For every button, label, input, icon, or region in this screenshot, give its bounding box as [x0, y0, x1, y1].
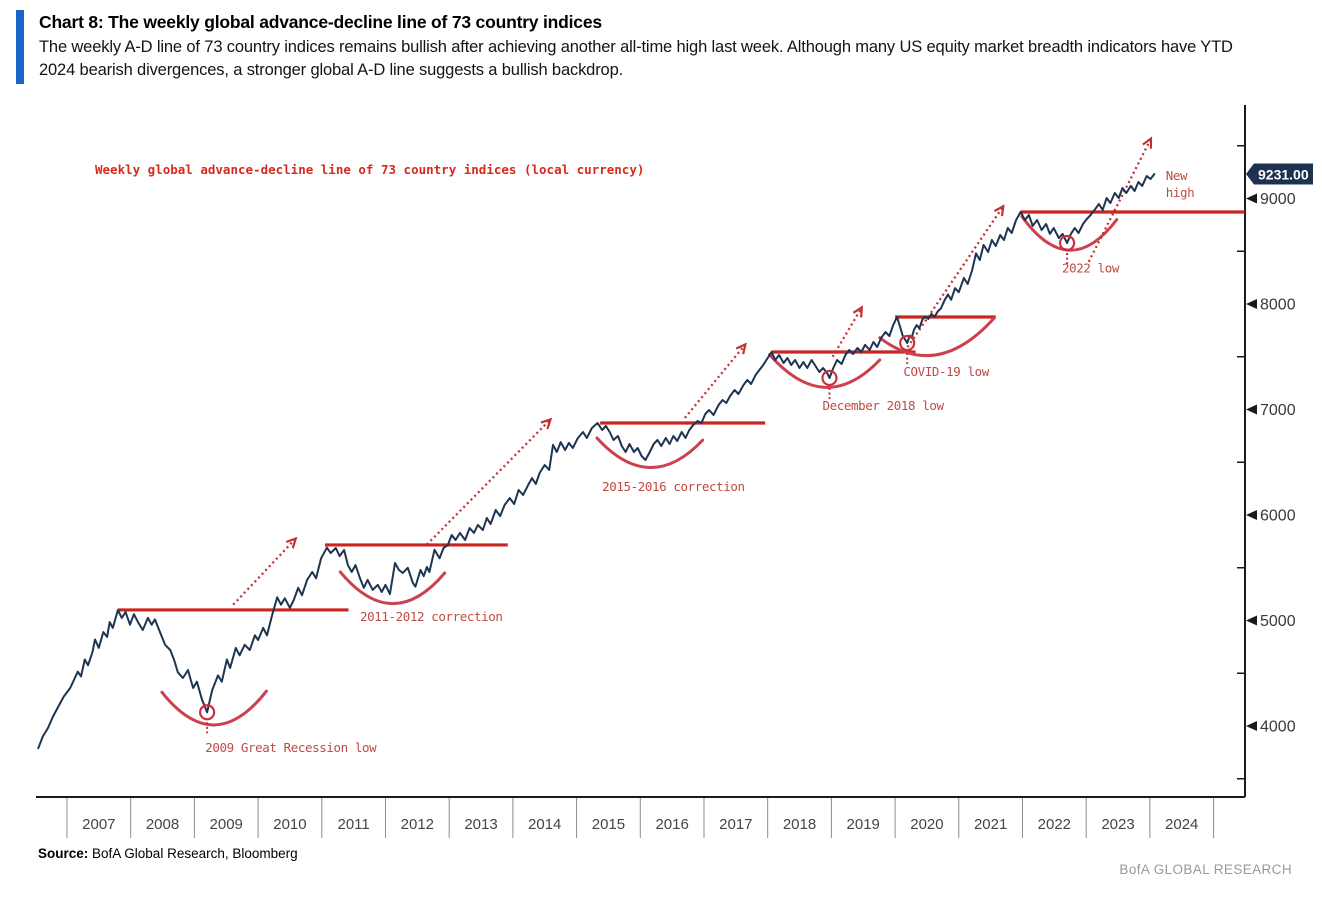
annotation-label: 2009 Great Recession low: [205, 740, 377, 755]
header: Chart 8: The weekly global advance-decli…: [16, 10, 1233, 84]
annotation-label: 2011-2012 correction: [360, 609, 503, 624]
annotation-label: 2022 low: [1062, 260, 1120, 275]
subtitle-line-2: 2024 bearish divergences, a stronger glo…: [39, 60, 624, 79]
axis-frame: [36, 105, 1246, 798]
price-tag: 9231.00: [1246, 163, 1313, 185]
trend-arrow: [232, 539, 295, 606]
trend-arrow: [903, 207, 1003, 353]
x-tick-label: 2008: [146, 816, 179, 833]
y-tick-label: 6000: [1260, 508, 1296, 525]
source-text: BofA Global Research, Bloomberg: [88, 846, 298, 861]
x-tick-label: 2013: [464, 816, 497, 833]
page-title: Chart 8: The weekly global advance-decli…: [39, 12, 602, 32]
y-major-tick: [1246, 510, 1257, 520]
annotation-label: December 2018 low: [822, 398, 944, 413]
x-tick-label: 2022: [1038, 816, 1071, 833]
trend-arrow: [426, 420, 550, 546]
correction-arc: [878, 316, 996, 358]
y-tick-label: 4000: [1260, 719, 1296, 736]
y-major-tick: [1246, 299, 1257, 309]
correction-arc: [160, 689, 268, 727]
price-tag-text: 9231.00: [1258, 167, 1309, 183]
trend-arrow: [831, 308, 862, 358]
x-tick-label: 2014: [528, 816, 561, 833]
annotation-label: 2015-2016 correction: [602, 479, 745, 494]
brand-text: BofA GLOBAL RESEARCH: [1119, 862, 1292, 877]
price-tag-shape: [1246, 163, 1313, 185]
x-tick-label: 2010: [273, 816, 306, 833]
series-label: Weekly global advance-decline line of 73…: [95, 162, 644, 177]
x-tick-label: 2019: [847, 816, 880, 833]
covid-19-low-circle: [899, 334, 916, 352]
x-tick-label: 2009: [210, 816, 243, 833]
y-tick-label: 9000: [1260, 191, 1296, 208]
y-tick-label: 5000: [1260, 613, 1296, 630]
y-major-tick: [1246, 721, 1257, 731]
x-tick-label: 2016: [655, 816, 688, 833]
annotation-label: COVID-19 low: [903, 364, 989, 379]
x-tick-label: 2012: [401, 816, 434, 833]
2022-low-circle: [1058, 234, 1076, 252]
x-tick-label: 2007: [82, 816, 115, 833]
series-group: [37, 173, 1156, 750]
x-tick-label: 2017: [719, 816, 752, 833]
december-2018-low-circle: [821, 369, 838, 387]
correction-arcs-group: [160, 214, 1119, 727]
trend-arrow: [1087, 139, 1151, 263]
title-accent-bar: [16, 10, 24, 84]
axes-group: 2007 2008 2009 2010 2011 2012 2013 2014 2015 2016…: [36, 105, 1296, 838]
x-tick-label: 2023: [1101, 816, 1134, 833]
page-subtitle: The weekly A-D line of 73 country indice…: [39, 36, 1233, 81]
adline-path: [37, 173, 1156, 750]
2009-great-recession-low-circle: [199, 704, 216, 721]
correction-arc: [338, 570, 447, 606]
low-markers-group: [199, 234, 1076, 734]
annotation-labels-group: 2009 Great Recession low 2011-2012 correc…: [205, 168, 1195, 755]
correction-arc: [768, 353, 882, 389]
trend-arrow: [683, 345, 745, 419]
x-tick-label: 2020: [910, 816, 943, 833]
x-tick-label: 2024: [1165, 816, 1198, 833]
header-text: Chart 8: The weekly global advance-decli…: [39, 10, 1233, 84]
resistance-lines-group: [117, 210, 1245, 612]
y-tick-label: 8000: [1260, 297, 1296, 314]
y-major-tick: [1246, 404, 1257, 415]
annotation-label: New high: [1166, 168, 1195, 200]
y-tick-label: 7000: [1260, 402, 1296, 419]
x-tick-label: 2021: [974, 816, 1007, 833]
y-major-tick: [1246, 615, 1257, 626]
x-tick-label: 2018: [783, 816, 816, 833]
trend-arrows-group: [232, 139, 1151, 606]
correction-arc: [595, 436, 705, 470]
x-tick-label: 2011: [338, 816, 370, 833]
x-tick-label: 2015: [592, 816, 625, 833]
source-label: Source:: [38, 846, 89, 861]
y-major-tick: [1246, 193, 1257, 204]
source-line: Source: BofA Global Research, Bloomberg: [38, 846, 298, 861]
subtitle-line-1: The weekly A-D line of 73 country indice…: [39, 38, 1233, 56]
